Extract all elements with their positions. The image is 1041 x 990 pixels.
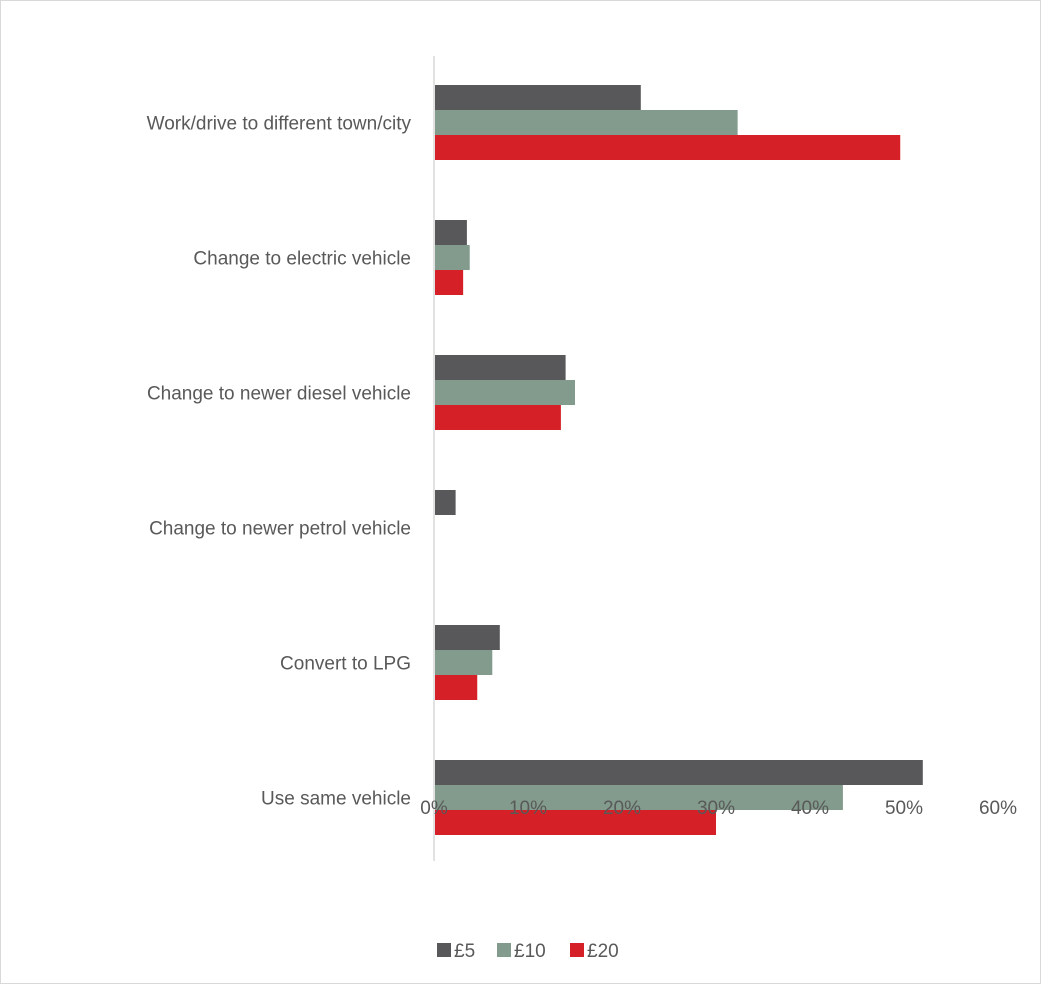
bar-use-same-vehicle-series-2	[435, 810, 716, 835]
legend-label: £5	[454, 941, 475, 962]
category-labels: Work/drive to different town/city Change …	[147, 114, 412, 810]
legend-swatch	[570, 943, 584, 957]
bar-use-same-vehicle-series-1	[435, 785, 843, 810]
category-label: Convert to LPG	[280, 654, 411, 675]
bar-convert-to-lpg-series-2	[435, 675, 478, 700]
category-label: Work/drive to different town/city	[147, 114, 412, 135]
bar-change-to-newer-diesel-vehicle-series-1	[435, 380, 575, 405]
bar-change-to-newer-diesel-vehicle-series-0	[435, 355, 566, 380]
category-label: Change to newer diesel vehicle	[147, 384, 411, 405]
bar-change-to-electric-vehicle-series-0	[435, 220, 467, 245]
bar-use-same-vehicle-series-0	[435, 760, 923, 785]
bar-work-drive-to-different-town-city-series-2	[435, 135, 901, 160]
bar-change-to-electric-vehicle-series-1	[435, 245, 470, 270]
x-tick-label: 20%	[603, 798, 641, 819]
legend-swatch	[437, 943, 451, 957]
bar-convert-to-lpg-series-1	[435, 650, 493, 675]
bar-work-drive-to-different-town-city-series-1	[435, 110, 738, 135]
bar-convert-to-lpg-series-0	[435, 625, 500, 650]
x-tick-label: 10%	[509, 798, 547, 819]
bar-change-to-electric-vehicle-series-2	[435, 270, 464, 295]
category-label: Change to electric vehicle	[193, 249, 411, 270]
x-tick-label: 0%	[420, 798, 448, 819]
bar-work-drive-to-different-town-city-series-0	[435, 85, 641, 110]
bar-change-to-newer-petrol-vehicle-series-0	[435, 490, 456, 515]
legend: £5 £10 £20	[437, 941, 619, 962]
x-tick-label: 60%	[979, 798, 1017, 819]
x-tick-label: 30%	[697, 798, 735, 819]
legend-label: £10	[514, 941, 546, 962]
legend-swatch	[497, 943, 511, 957]
category-label: Change to newer petrol vehicle	[149, 519, 411, 540]
x-tick-label: 40%	[791, 798, 829, 819]
x-tick-labels: 0% 10% 20% 30% 40% 50% 60%	[420, 798, 1017, 819]
bars-layer	[435, 85, 923, 835]
bar-change-to-newer-diesel-vehicle-series-2	[435, 405, 561, 430]
x-tick-label: 50%	[885, 798, 923, 819]
legend-label: £20	[587, 941, 619, 962]
category-label: Use same vehicle	[261, 789, 411, 810]
